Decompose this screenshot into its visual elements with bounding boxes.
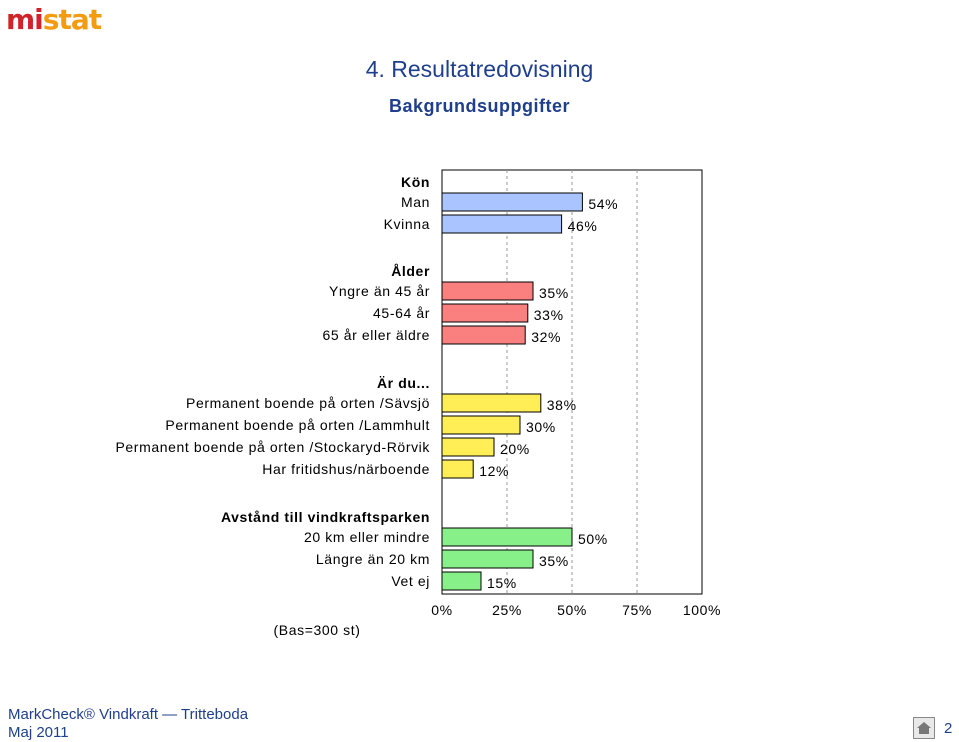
page-title: 4. Resultatredovisning [365,56,594,82]
category-label: Permanent boende på orten /Stockaryd-Rör… [115,439,430,455]
category-label: Kvinna [384,216,430,232]
data-label: 32% [531,329,561,345]
data-label: 30% [526,419,556,435]
category-label: 65 år eller äldre [323,327,430,343]
category-label: Permanent boende på orten /Sävsjö [186,395,430,411]
group-title: Kön [401,174,430,190]
category-label: 45-64 år [373,305,430,321]
logo-text-mi: mi [6,3,44,36]
data-label: 15% [487,575,517,591]
data-label: 46% [568,218,598,234]
data-label: 50% [578,531,608,547]
category-label: Har fritidshus/närboende [262,461,430,477]
group-title: Avstånd till vindkraftsparken [221,509,430,525]
data-label: 35% [539,553,569,569]
data-label: 38% [547,397,577,413]
bar [441,415,521,435]
x-tick-label: 0% [431,602,452,618]
bar [441,527,573,547]
bar [441,459,474,479]
group-title: Är du... [377,375,430,391]
bar [441,549,534,569]
logo-text-stat: stat [42,3,102,36]
category-label: Permanent boende på orten /Lammhult [165,417,430,433]
bar [441,281,534,301]
bar [441,571,482,591]
page-number: 2 [944,720,953,737]
bar [441,303,529,323]
group-title: Ålder [391,263,430,279]
bar [441,192,583,212]
x-tick-label: 75% [622,602,652,618]
footer-date: Maj 2011 [8,724,69,741]
data-label: 12% [479,463,509,479]
bar [441,437,495,457]
x-tick-label: 50% [557,602,587,618]
home-icon [917,722,931,734]
home-button[interactable] [913,717,935,739]
data-label: 20% [500,441,530,457]
footer-product: MarkCheck® Vindkraft — Tritteboda [8,706,249,723]
bar [441,214,563,234]
x-tick-label: 25% [492,602,522,618]
data-label: 35% [539,285,569,301]
base-note: (Bas=300 st) [274,622,361,638]
category-label: 20 km eller mindre [304,529,430,545]
category-label: Vet ej [391,573,430,589]
bar [441,325,526,345]
bar [441,393,542,413]
data-label: 33% [534,307,564,323]
category-label: Yngre än 45 år [329,283,430,299]
page-subtitle: Bakgrundsuppgifter [388,96,570,116]
x-tick-label: 100% [683,602,721,618]
mistat-logo: mistat [6,2,102,38]
category-label: Man [401,194,430,210]
data-label: 54% [588,196,618,212]
category-label: Längre än 20 km [316,551,430,567]
